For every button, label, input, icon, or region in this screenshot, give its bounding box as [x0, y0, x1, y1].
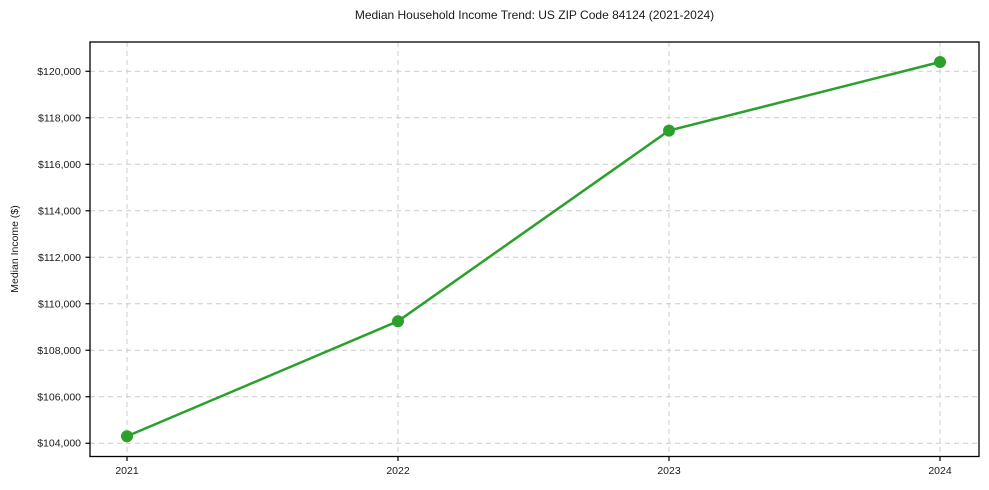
x-tick-label: 2023 — [657, 465, 681, 477]
y-tick-label: $104,000 — [37, 438, 81, 450]
y-tick-label: $114,000 — [38, 205, 81, 217]
x-tick-label: 2021 — [115, 465, 139, 477]
y-tick-label: $106,000 — [37, 391, 81, 403]
y-tick-label: $108,000 — [37, 345, 81, 357]
data-point-2022 — [392, 315, 404, 328]
chart-title: Median Household Income Trend: US ZIP Co… — [354, 8, 715, 22]
data-point-2021 — [121, 430, 133, 443]
data-point-2024 — [934, 55, 946, 68]
x-tick-label: 2022 — [386, 465, 410, 477]
plot-border — [89, 41, 980, 458]
x-tick-label: 2024 — [928, 465, 952, 477]
data-point-2023 — [663, 124, 675, 137]
y-tick-label: $110,000 — [38, 298, 81, 310]
y-tick-label: $118,000 — [38, 112, 81, 124]
y-tick-label: $120,000 — [37, 66, 81, 78]
y-axis-label: Median Income ($) — [9, 205, 21, 293]
trend-line — [125, 60, 942, 438]
y-tick-label: $112,000 — [38, 252, 81, 264]
y-tick-label: $116,000 — [38, 159, 81, 171]
